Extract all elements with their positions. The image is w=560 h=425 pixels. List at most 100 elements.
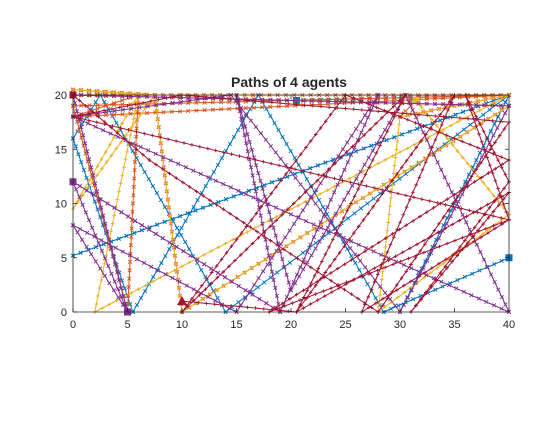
series-4-point — [498, 103, 503, 108]
series-4-point — [496, 287, 501, 292]
series-3-point — [124, 133, 128, 137]
series-4-point — [213, 298, 218, 303]
series-5-point — [188, 93, 192, 98]
series-5-point — [460, 235, 465, 240]
series-4-point — [325, 99, 331, 104]
series-4-point — [435, 160, 440, 165]
series-5-point — [161, 167, 165, 171]
series-5-point — [208, 198, 212, 203]
series-3-point — [451, 139, 456, 143]
series-5-point — [219, 257, 224, 262]
series-3-point — [249, 266, 254, 270]
series-4-point — [75, 230, 80, 235]
series-4-point — [278, 156, 283, 161]
series-2-point — [210, 100, 215, 105]
series-4-point — [194, 95, 199, 101]
series-1-point — [262, 280, 267, 285]
series-5-point — [321, 173, 325, 177]
series-4-point — [409, 287, 414, 293]
series-4-point — [358, 169, 363, 174]
series-1-point — [132, 230, 137, 236]
series-5-point — [275, 243, 279, 247]
series-5-point — [167, 171, 172, 176]
series-5-point — [281, 301, 285, 306]
series-5-point — [479, 175, 484, 180]
series-3-point — [180, 264, 184, 269]
series-4-point — [288, 287, 293, 292]
series-4-point — [85, 230, 90, 235]
series-4-point — [253, 124, 259, 130]
series-2-point — [131, 184, 136, 189]
series-4-point — [91, 192, 96, 197]
series-4-point — [478, 249, 483, 255]
series-1-point — [179, 225, 184, 231]
series-4-point — [121, 293, 126, 299]
series-5-point — [205, 277, 209, 281]
series-1-point — [76, 152, 81, 157]
series-4-point — [236, 283, 241, 289]
x-tick-label: 0 — [70, 319, 76, 331]
series-1-point — [183, 239, 188, 245]
series-5-point — [449, 100, 454, 105]
series-3-point — [95, 89, 100, 93]
series-5-point — [278, 101, 282, 105]
chart-title: Paths of 4 agents — [231, 74, 347, 90]
series-3-point — [103, 89, 108, 94]
series-4-point — [112, 205, 117, 210]
series-5-point — [359, 99, 363, 103]
series-4-point — [305, 249, 310, 255]
series-4-point — [491, 303, 497, 308]
series-4-point — [492, 279, 497, 285]
series-3-point — [391, 171, 396, 176]
series-4-point — [93, 181, 98, 186]
series-5-point — [499, 165, 504, 170]
series-1-point — [488, 129, 493, 134]
series-2-point — [77, 127, 82, 132]
series-5-point — [458, 248, 462, 253]
series-5-point — [368, 108, 372, 113]
series-5-point — [294, 159, 298, 163]
series-5-point — [299, 152, 303, 156]
series-4-point — [138, 144, 143, 150]
series-5-point — [404, 159, 409, 163]
series-5-point — [388, 242, 393, 247]
series-5-point — [237, 154, 242, 158]
series-2-point — [227, 106, 232, 112]
series-4-point — [156, 268, 161, 273]
series-4-point — [337, 204, 343, 209]
series-2-point — [129, 226, 134, 231]
series-5-point — [443, 203, 448, 207]
series-4-point — [277, 249, 283, 254]
series-4-point — [303, 218, 309, 224]
series-4-point — [77, 183, 83, 189]
series-3-point — [242, 270, 247, 275]
series-4-point — [326, 229, 331, 234]
series-3-point — [110, 221, 115, 226]
series-3-point — [120, 173, 125, 178]
series-5-point — [385, 250, 390, 254]
series-3-point — [394, 147, 399, 152]
series-1-point — [461, 127, 467, 132]
series-5-point — [433, 119, 438, 124]
series-4-point — [170, 100, 175, 106]
series-4-point — [341, 235, 346, 241]
series-5-point — [201, 194, 205, 198]
series-4-point — [495, 125, 500, 131]
series-1-point — [492, 121, 497, 127]
series-3-point — [305, 231, 309, 235]
series-5-point — [166, 137, 170, 141]
series-5-point — [315, 178, 319, 183]
series-3-point — [437, 107, 441, 111]
series-5-point — [301, 295, 306, 300]
series-4-point — [284, 98, 290, 103]
series-5-point — [134, 129, 139, 134]
series-3-point — [382, 183, 386, 187]
series-5-point — [349, 258, 354, 262]
series-1-point — [499, 258, 504, 264]
series-5-point — [245, 98, 250, 103]
series-1-point — [410, 297, 416, 302]
series-5-point — [209, 270, 214, 275]
series-5-point — [349, 292, 354, 296]
series-4-point — [308, 194, 313, 200]
series-3-point — [455, 149, 460, 153]
